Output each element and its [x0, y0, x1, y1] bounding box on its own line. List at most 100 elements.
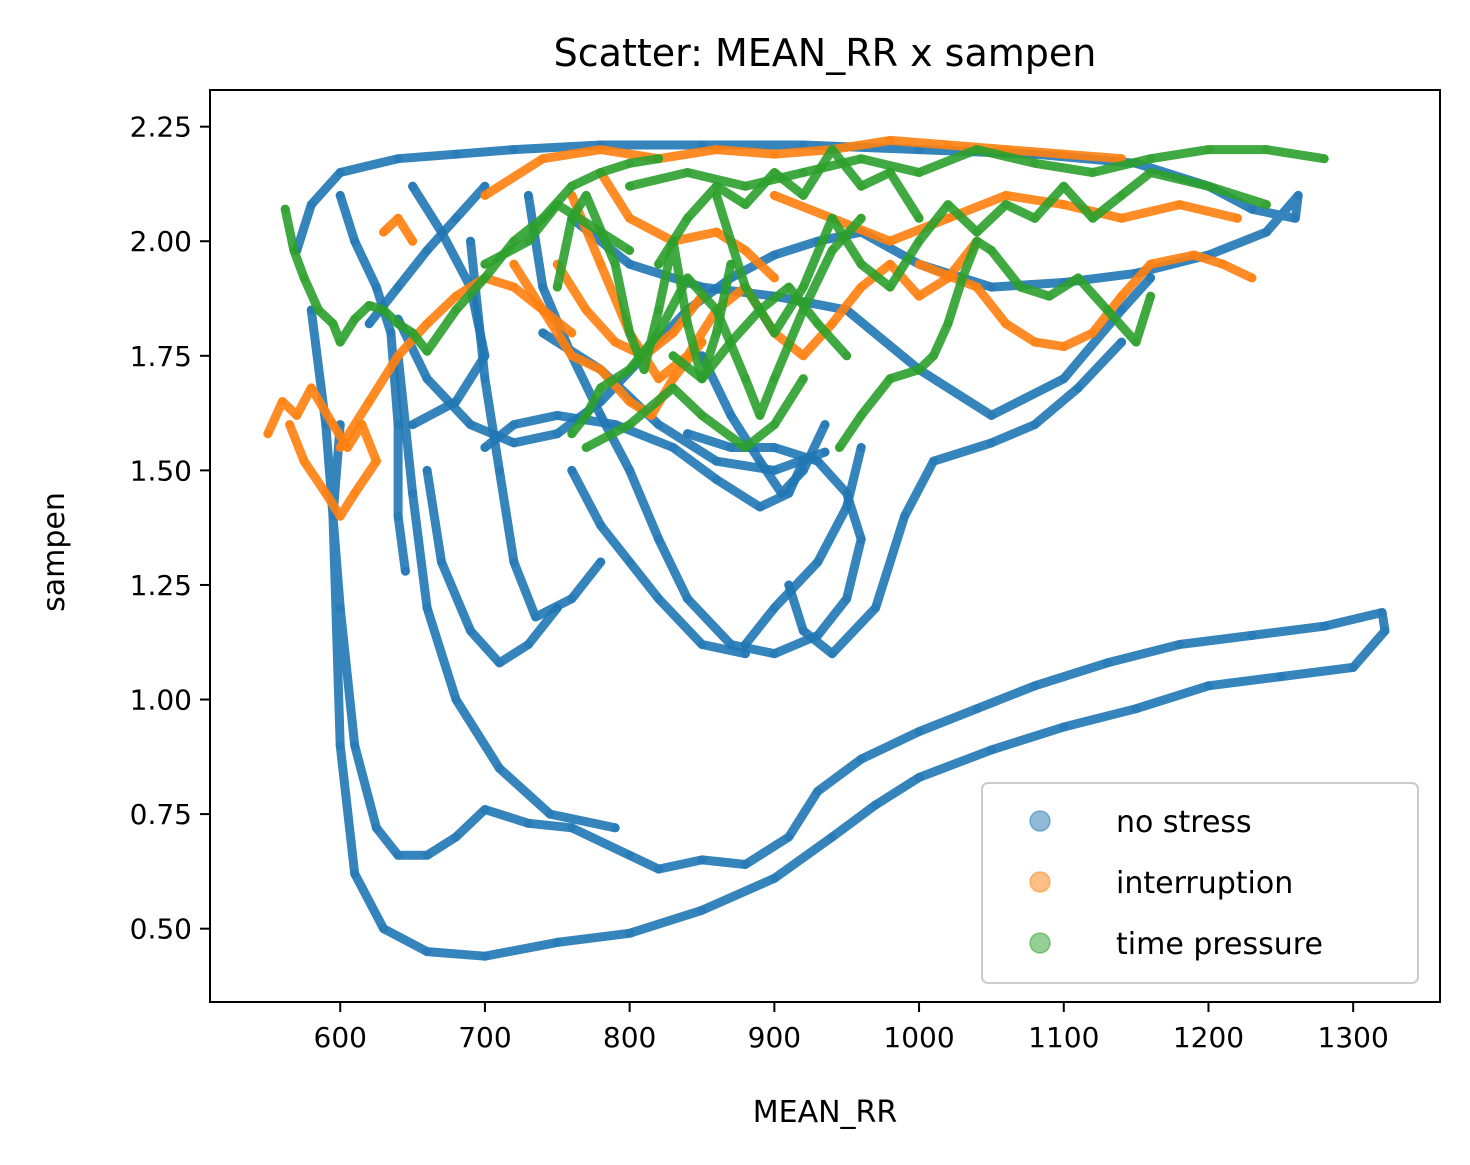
data-point — [1146, 291, 1156, 301]
data-point — [827, 649, 837, 659]
data-point — [1261, 227, 1271, 237]
data-point — [827, 145, 837, 155]
data-point — [943, 319, 953, 329]
chart-title: Scatter: MEAN_RR x sampen — [554, 31, 1097, 75]
data-point — [769, 250, 779, 260]
data-point — [280, 204, 290, 214]
data-point — [350, 236, 360, 246]
data-point — [827, 319, 837, 329]
data-point — [654, 259, 664, 269]
data-point — [1146, 154, 1156, 164]
data-point — [567, 594, 577, 604]
data-point — [827, 213, 837, 223]
data-point — [820, 420, 830, 430]
data-point — [697, 374, 707, 384]
data-point — [972, 227, 982, 237]
data-point — [596, 227, 606, 237]
data-point — [856, 154, 866, 164]
data-point — [668, 443, 678, 452]
data-point — [769, 149, 779, 159]
data-point — [885, 282, 895, 292]
data-point — [350, 314, 360, 324]
data-point — [914, 259, 924, 269]
data-point — [386, 328, 396, 338]
plot-frame — [209, 89, 1441, 1003]
data-point — [1073, 383, 1083, 393]
data-point — [1319, 154, 1329, 164]
data-point — [299, 456, 309, 466]
data-point — [371, 282, 381, 292]
data-point — [1146, 273, 1156, 283]
data-point — [856, 282, 866, 292]
data-point — [712, 145, 721, 155]
data-point — [567, 429, 577, 439]
data-point — [856, 534, 866, 544]
data-point — [1131, 704, 1141, 714]
data-point — [1146, 168, 1156, 177]
data-point — [871, 603, 881, 613]
data-point — [798, 465, 808, 475]
data-point — [972, 236, 982, 246]
data-point — [422, 947, 432, 957]
data-point — [451, 213, 461, 223]
legend-label: no stress — [1116, 805, 1252, 840]
data-point — [740, 374, 750, 384]
data-point — [712, 328, 721, 338]
data-point — [740, 200, 750, 210]
data-point — [379, 227, 389, 237]
trajectory — [480, 135, 1127, 200]
data-point — [827, 245, 837, 255]
data-point — [400, 566, 410, 576]
data-point — [835, 443, 844, 452]
data-point — [986, 438, 996, 448]
data-point — [509, 259, 519, 269]
y-tick-label: 0.75 — [130, 798, 192, 831]
data-point — [350, 740, 360, 750]
data-point — [289, 245, 299, 255]
data-point — [263, 429, 273, 439]
data-point — [480, 181, 490, 191]
data-point — [480, 259, 490, 269]
y-tick-label: 2.25 — [130, 111, 192, 144]
data-point — [654, 420, 664, 430]
data-point — [712, 227, 721, 237]
data-point — [914, 213, 924, 223]
data-point — [1131, 337, 1141, 347]
data-point — [451, 149, 461, 159]
data-point — [914, 168, 924, 177]
data-point — [451, 397, 461, 407]
data-point — [596, 168, 606, 177]
data-point — [480, 351, 490, 361]
data-point — [625, 365, 635, 375]
data-point — [798, 626, 808, 636]
data-point — [451, 305, 461, 315]
data-point — [712, 475, 721, 484]
data-point — [929, 456, 938, 466]
x-tick-label: 900 — [748, 1021, 801, 1054]
data-point — [1146, 259, 1156, 269]
data-point — [740, 649, 750, 659]
data-point — [856, 213, 866, 223]
data-point — [777, 488, 787, 498]
data-point — [769, 328, 779, 338]
data-point — [755, 305, 765, 315]
data-point — [668, 351, 678, 361]
data-point — [1293, 190, 1303, 200]
data-point — [422, 319, 432, 329]
data-point — [856, 410, 866, 420]
data-point — [581, 190, 591, 200]
data-point — [798, 374, 808, 384]
data-point — [813, 557, 823, 567]
data-point — [1001, 200, 1011, 210]
data-point — [726, 443, 736, 452]
data-point — [986, 245, 996, 255]
data-point — [408, 181, 418, 191]
data-point — [625, 397, 635, 407]
data-point — [885, 259, 895, 269]
data-point — [683, 273, 692, 283]
data-point — [314, 305, 323, 315]
data-point — [740, 245, 750, 255]
data-point — [798, 282, 808, 292]
x-axis: 600 700 800 900 1000 1100 1200 1300 — [314, 1002, 1389, 1054]
y-axis-label: sampen — [37, 492, 72, 612]
